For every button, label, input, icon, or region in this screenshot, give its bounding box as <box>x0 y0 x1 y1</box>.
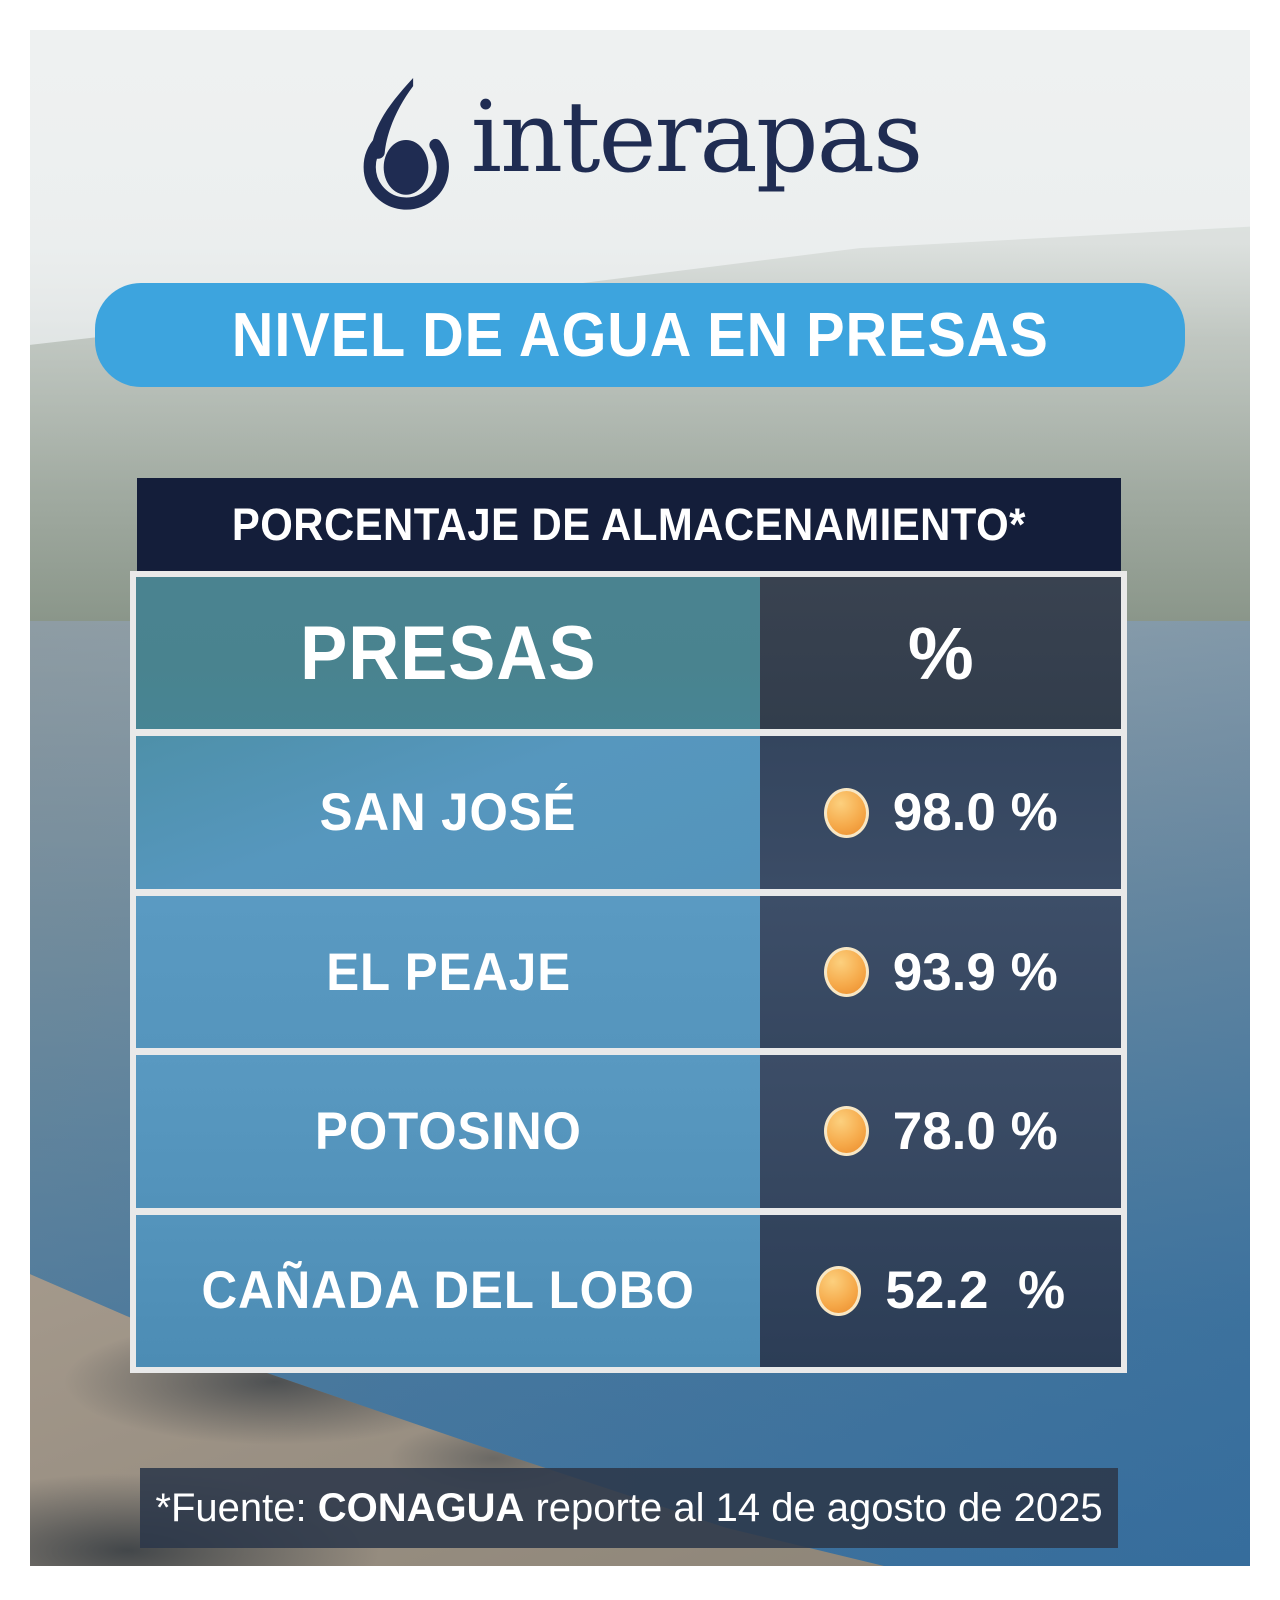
source-bar: *Fuente: CONAGUA reporte al 14 de agosto… <box>140 1468 1118 1548</box>
dam-percent-cell: 52.2 % <box>760 1214 1121 1368</box>
percent-value: 52.2 % <box>885 1261 1066 1321</box>
storage-table: PRESAS % SAN JOSÉ 98.0 % EL PEAJE 93.9 % <box>130 571 1127 1373</box>
column-header-presas-label: PRESAS <box>300 610 597 696</box>
percent-value: 98.0 % <box>892 783 1058 843</box>
table-header-bar: PORCENTAJE DE ALMACENAMIENTO* <box>137 478 1121 571</box>
column-header-percent: % <box>760 577 1121 730</box>
status-dot-icon <box>823 1106 869 1157</box>
dam-name-label: POTOSINO <box>314 1101 582 1161</box>
dam-percent-cell: 93.9 % <box>760 895 1121 1049</box>
dam-name-cell: SAN JOSÉ <box>136 736 761 889</box>
status-dot-icon <box>816 1265 862 1316</box>
brand-logo: interapas <box>0 68 1280 220</box>
status-dot-icon <box>823 947 869 998</box>
table-column-header-row: PRESAS % <box>136 577 1121 730</box>
source-agency: CONAGUA <box>317 1485 525 1530</box>
percent-value: 78.0 % <box>892 1101 1058 1161</box>
table-row: EL PEAJE 93.9 % <box>136 895 1121 1049</box>
dam-name-cell: POTOSINO <box>136 1055 761 1208</box>
brand-name: interapas <box>470 81 924 195</box>
title-banner: NIVEL DE AGUA EN PRESAS <box>95 283 1185 387</box>
source-text: *Fuente: CONAGUA reporte al 14 de agosto… <box>155 1486 1102 1531</box>
column-header-presas: PRESAS <box>136 577 761 730</box>
dam-name-label: EL PEAJE <box>325 942 571 1002</box>
source-suffix: reporte al 14 de agosto de 2025 <box>524 1485 1103 1530</box>
dam-percent-cell: 98.0 % <box>760 736 1121 889</box>
table-header-title: PORCENTAJE DE ALMACENAMIENTO* <box>232 498 1026 550</box>
source-prefix: *Fuente: <box>155 1485 318 1530</box>
column-header-percent-label: % <box>907 611 974 695</box>
dam-name-label: SAN JOSÉ <box>319 783 577 843</box>
table-row: CAÑADA DEL LOBO 52.2 % <box>136 1214 1121 1368</box>
table-row: SAN JOSÉ 98.0 % <box>136 736 1121 889</box>
dam-name-cell: CAÑADA DEL LOBO <box>136 1214 761 1368</box>
dam-name-label: CAÑADA DEL LOBO <box>201 1261 695 1321</box>
percent-value: 93.9 % <box>892 942 1058 1002</box>
water-drop-icon <box>363 78 449 210</box>
table-row: POTOSINO 78.0 % <box>136 1055 1121 1208</box>
status-dot-icon <box>823 787 869 838</box>
dam-name-cell: EL PEAJE <box>136 895 761 1049</box>
dam-percent-cell: 78.0 % <box>760 1055 1121 1208</box>
page-title: NIVEL DE AGUA EN PRESAS <box>231 300 1049 370</box>
